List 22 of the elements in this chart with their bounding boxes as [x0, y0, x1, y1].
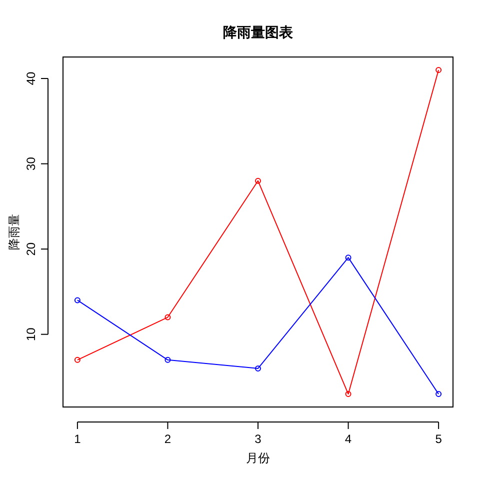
x-tick-label: 1: [74, 432, 82, 446]
y-tick-label: 40: [24, 71, 38, 86]
chart-title: 降雨量图表: [223, 24, 294, 40]
point: [436, 66, 442, 73]
point: [255, 178, 261, 184]
x-axis-title: 月份: [246, 451, 270, 465]
point: [164, 314, 171, 320]
y-tick-label: 30: [24, 156, 38, 170]
point: [345, 254, 352, 261]
y-tick-label: 10: [24, 327, 38, 342]
x-tick-label: 4: [344, 432, 352, 446]
point: [255, 365, 261, 372]
y-tick-label: 20: [24, 242, 38, 256]
point: [436, 391, 442, 398]
point: [74, 297, 80, 304]
y-axis-title: 降雨量: [7, 214, 21, 250]
point: [345, 391, 352, 398]
point: [74, 356, 80, 363]
point: [164, 356, 171, 363]
x-tick-label: 2: [164, 432, 172, 446]
x-tick-label: 5: [435, 432, 442, 446]
x-tick-label: 3: [254, 432, 262, 446]
